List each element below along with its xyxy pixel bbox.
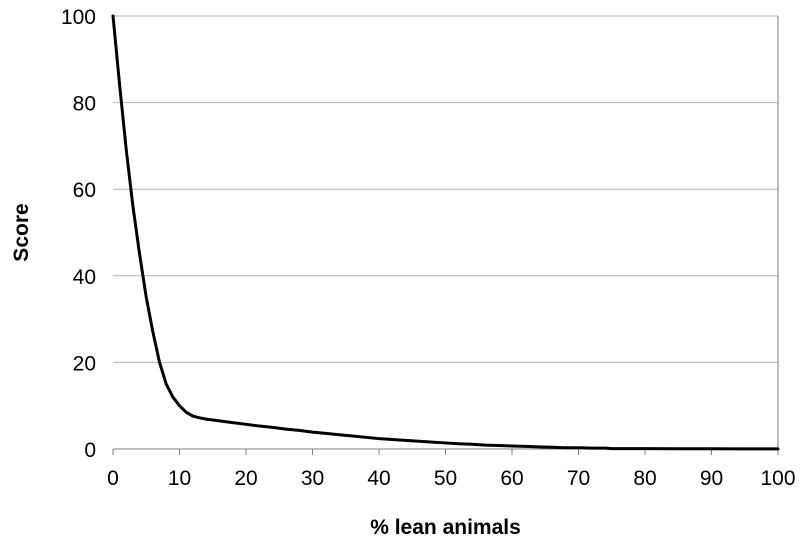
y-tick-label: 0: [84, 439, 96, 462]
x-tick-label: 10: [168, 467, 191, 490]
y-tick-label: 80: [73, 93, 96, 116]
y-axis-ticks: 0 20 40 60 80 100: [61, 6, 96, 462]
y-tick-label: 60: [73, 179, 96, 202]
x-tick-label: 100: [760, 467, 795, 490]
x-axis-title: % lean animals: [370, 516, 521, 539]
y-tick-label: 20: [73, 352, 96, 375]
x-tick-label: 70: [567, 467, 590, 490]
x-tick-label: 30: [301, 467, 324, 490]
x-tick-label: 20: [234, 467, 257, 490]
y-tick-label: 40: [73, 266, 96, 289]
x-tick-label: 0: [107, 467, 119, 490]
x-tick-label: 60: [500, 467, 523, 490]
x-tick-label: 40: [367, 467, 390, 490]
series-line: [111, 14, 780, 451]
y-axis-title: Score: [10, 203, 33, 261]
gridlines: [113, 15, 778, 363]
x-tick-label: 90: [700, 467, 723, 490]
x-tick-label: 50: [434, 467, 457, 490]
y-tick-label: 100: [61, 6, 96, 29]
x-tick-label: 80: [633, 467, 656, 490]
x-axis-ticks: 0 10 20 30 40 50 60 70 80 90 100: [107, 449, 796, 490]
